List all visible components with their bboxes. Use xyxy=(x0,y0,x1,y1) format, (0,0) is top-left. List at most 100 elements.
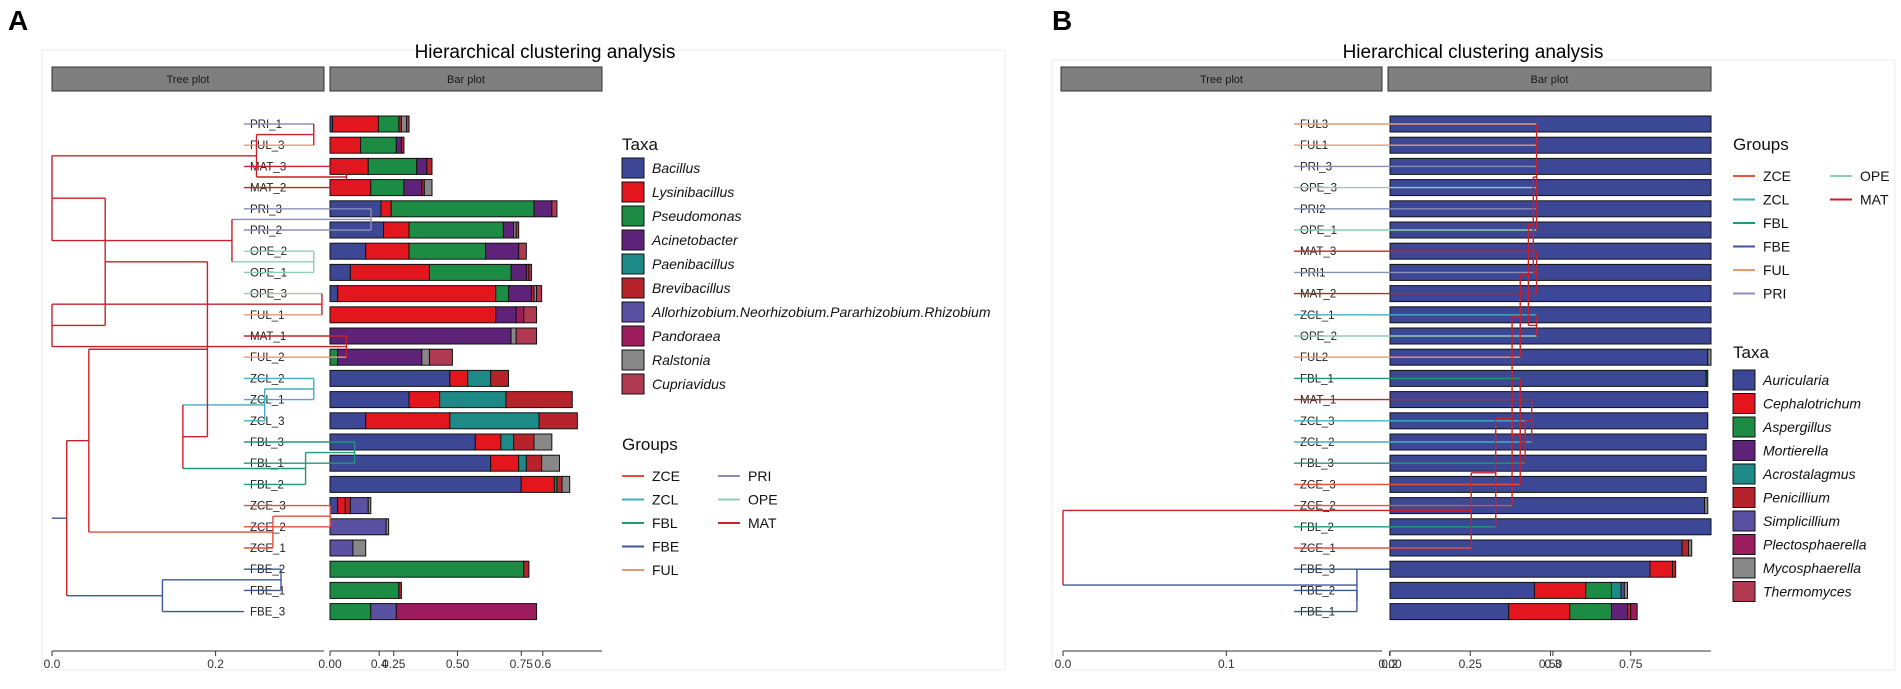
bar-segment xyxy=(1681,539,1690,557)
bar-segment xyxy=(1389,603,1510,621)
bar-segment xyxy=(344,497,351,515)
taxa-legend-label: Cephalotrichum xyxy=(1763,396,1861,412)
sample-label: FBL_1 xyxy=(250,458,284,470)
bar-segment xyxy=(337,285,497,303)
taxa-legend-swatch xyxy=(621,253,645,275)
bar-segment xyxy=(329,327,512,345)
taxa-legend-swatch xyxy=(1732,581,1756,602)
taxa-legend-swatch xyxy=(621,301,645,323)
bar-segment xyxy=(329,475,522,493)
bar-segment xyxy=(367,157,418,175)
panel-a: Tree plot Bar plot PRI_1 FUL_3 MAT_3 MAT_2 PRI… xyxy=(41,49,1006,671)
taxa-legend-label: Simplicillium xyxy=(1763,513,1840,529)
sample-label: FBL_3 xyxy=(1300,458,1334,470)
sample-label: OPE_1 xyxy=(1300,225,1337,237)
bar-segment xyxy=(520,475,555,493)
groups-legend-label: PRI xyxy=(1763,286,1786,302)
bar-segment xyxy=(329,560,525,578)
taxa-legend-label: Acrostalagmus xyxy=(1762,466,1856,482)
bar-segment xyxy=(329,369,451,387)
bar-segment xyxy=(500,433,515,451)
bar-segment xyxy=(1688,539,1693,557)
sample-label: OPE_2 xyxy=(250,246,287,258)
groups-legend-title: Groups xyxy=(1733,135,1789,154)
bar-segment xyxy=(1649,560,1673,578)
bar-segment xyxy=(1585,581,1612,599)
bar-segment xyxy=(428,348,453,366)
sample-label: FBE_2 xyxy=(250,564,285,576)
bar-segment xyxy=(349,497,369,515)
sample-label: OPE_2 xyxy=(1300,331,1337,343)
taxa-legend-swatch xyxy=(1732,393,1756,414)
bar-segment xyxy=(1704,497,1709,515)
sample-label: FUL3 xyxy=(1300,119,1328,131)
bar-segment xyxy=(400,115,407,133)
taxa-legend-swatch xyxy=(621,229,645,251)
sample-label: FUL1 xyxy=(1300,140,1328,152)
bar-segment xyxy=(365,412,451,430)
bar-segment xyxy=(408,221,504,239)
sample-label: ZCE_3 xyxy=(250,501,286,513)
sample-label: PRI1 xyxy=(1300,267,1326,279)
taxa-legend-label: Mortierella xyxy=(1763,443,1829,459)
sample-label: ZCE_1 xyxy=(250,543,286,555)
tree-axis-tick-label: 0.1 xyxy=(1218,657,1235,671)
bar-segment xyxy=(352,539,367,557)
bar-segment xyxy=(421,348,430,366)
bar-plot-strip-label: Bar plot xyxy=(1531,74,1569,86)
sample-label: PRI_1 xyxy=(250,119,282,131)
bar-segment xyxy=(1569,603,1612,621)
sample-label: ZCE_2 xyxy=(250,522,286,534)
groups-legend-title: Groups xyxy=(622,435,678,454)
bar-segment xyxy=(510,263,527,281)
bar-segment xyxy=(561,475,571,493)
groups-legend-label: FBE xyxy=(1763,239,1790,255)
taxa-legend-swatch xyxy=(621,205,645,227)
sample-label: PRI_3 xyxy=(1300,161,1332,173)
bar-segment xyxy=(523,560,530,578)
tree-axis-tick-label: 0.6 xyxy=(534,657,551,671)
bar-segment xyxy=(1707,348,1712,366)
bar-segment xyxy=(408,391,441,409)
bar-segment xyxy=(495,306,517,324)
groups-legend-label: ZCL xyxy=(1763,192,1790,208)
tree-plot-strip xyxy=(1060,66,1383,92)
tree-axis-tick-label: 0.0 xyxy=(1055,657,1072,671)
sample-label: ZCE_3 xyxy=(1300,479,1336,491)
sample-label: FBL_1 xyxy=(1300,373,1334,385)
bar-segment xyxy=(329,285,339,303)
taxa-legend-label: Brevibacillus xyxy=(652,280,731,296)
taxa-legend-label: Cupriavidus xyxy=(652,376,726,392)
bar-segment xyxy=(370,179,405,197)
bar-segment xyxy=(385,518,390,536)
bar-segment xyxy=(329,391,410,409)
bar-segment xyxy=(1623,581,1629,599)
groups-legend-label: FBE xyxy=(652,539,679,555)
taxa-legend-label: Lysinibacillus xyxy=(652,184,734,200)
bar-segment xyxy=(332,115,379,133)
bar-plot-strip-label: Bar plot xyxy=(447,74,485,86)
sample-label: MAT_1 xyxy=(250,331,286,343)
bar-segment xyxy=(329,497,339,515)
bar-axis-tick-label: 0.75 xyxy=(1619,657,1643,671)
sample-label: PRI_2 xyxy=(250,225,282,237)
bar-segment xyxy=(400,136,405,154)
bar-segment xyxy=(349,263,430,281)
sample-label: FUL_2 xyxy=(250,352,285,364)
bar-segment xyxy=(416,157,428,175)
sample-label: FBE_1 xyxy=(250,585,285,597)
bar-segment xyxy=(329,263,351,281)
bar-segment xyxy=(329,412,367,430)
bar-segment xyxy=(428,263,512,281)
sample-label: MAT_3 xyxy=(1300,246,1336,258)
bar-segment xyxy=(541,454,561,472)
bar-segment xyxy=(510,327,517,345)
taxa-legend-title: Taxa xyxy=(1733,343,1769,362)
sample-label: FBL_2 xyxy=(1300,522,1334,534)
bar-segment xyxy=(408,242,487,260)
bar-segment xyxy=(525,454,543,472)
bar-segment xyxy=(490,369,509,387)
groups-legend-label: FBL xyxy=(1763,215,1789,231)
taxa-legend-label: Acinetobacter xyxy=(651,232,739,248)
tree-axis-tick-label: 0.4 xyxy=(371,657,388,671)
